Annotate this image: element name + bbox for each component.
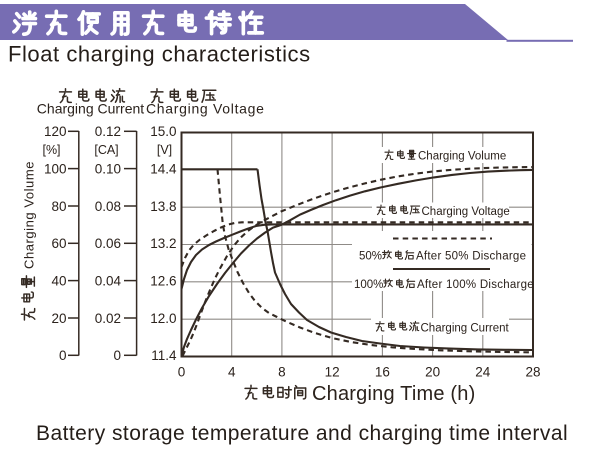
svg-text:Battery storage temperature an: Battery storage temperature and charging… bbox=[36, 422, 568, 445]
svg-text:Charging Voltage: Charging Voltage bbox=[146, 101, 265, 117]
svg-text:11.4: 11.4 bbox=[151, 348, 177, 363]
svg-text:Charging Volume: Charging Volume bbox=[21, 161, 36, 269]
svg-text:After 100% Discharge: After 100% Discharge bbox=[417, 279, 534, 291]
svg-text:80: 80 bbox=[51, 199, 66, 214]
svg-text:0: 0 bbox=[178, 365, 186, 380]
svg-text:28: 28 bbox=[525, 365, 540, 380]
svg-text:0.04: 0.04 bbox=[95, 274, 122, 289]
svg-text:15.0: 15.0 bbox=[150, 124, 176, 139]
svg-text:4: 4 bbox=[228, 365, 236, 380]
svg-text:8: 8 bbox=[278, 365, 286, 380]
svg-text:Float charging characteristics: Float charging characteristics bbox=[8, 42, 311, 67]
svg-text:Charging Volume: Charging Volume bbox=[418, 151, 506, 163]
svg-text:0.10: 0.10 bbox=[95, 162, 121, 177]
svg-text:Charging Current: Charging Current bbox=[37, 101, 144, 117]
svg-text:14.4: 14.4 bbox=[150, 162, 177, 177]
svg-text:13.8: 13.8 bbox=[150, 199, 176, 214]
svg-text:24: 24 bbox=[475, 365, 491, 380]
svg-text:100: 100 bbox=[44, 162, 67, 177]
svg-text:After 50% Discharge: After 50% Discharge bbox=[416, 251, 526, 263]
svg-text:0: 0 bbox=[59, 348, 67, 363]
svg-text:12: 12 bbox=[325, 365, 340, 380]
svg-text:Charging Voltage: Charging Voltage bbox=[422, 206, 510, 218]
svg-text:60: 60 bbox=[51, 236, 66, 251]
svg-text:[V]: [V] bbox=[157, 143, 172, 157]
svg-text:20: 20 bbox=[51, 311, 66, 326]
svg-text:0.12: 0.12 bbox=[95, 124, 121, 139]
svg-text:12.0: 12.0 bbox=[150, 311, 176, 326]
svg-text:0: 0 bbox=[113, 348, 121, 363]
svg-text:50%: 50% bbox=[359, 251, 382, 263]
svg-text:16: 16 bbox=[375, 365, 390, 380]
svg-text:120: 120 bbox=[44, 124, 67, 139]
svg-text:20: 20 bbox=[425, 365, 440, 380]
svg-text:[CA]: [CA] bbox=[94, 143, 118, 157]
svg-text:12.6: 12.6 bbox=[150, 274, 176, 289]
svg-text:13.2: 13.2 bbox=[150, 236, 176, 251]
svg-text:0.06: 0.06 bbox=[95, 236, 121, 251]
svg-text:40: 40 bbox=[51, 274, 66, 289]
svg-text:100%: 100% bbox=[354, 279, 383, 291]
svg-text:Charging Time (h): Charging Time (h) bbox=[312, 383, 475, 405]
svg-text:[%]: [%] bbox=[42, 143, 60, 157]
svg-text:0.08: 0.08 bbox=[95, 199, 121, 214]
svg-text:Charging Current: Charging Current bbox=[421, 323, 510, 335]
svg-text:0.02: 0.02 bbox=[95, 311, 121, 326]
